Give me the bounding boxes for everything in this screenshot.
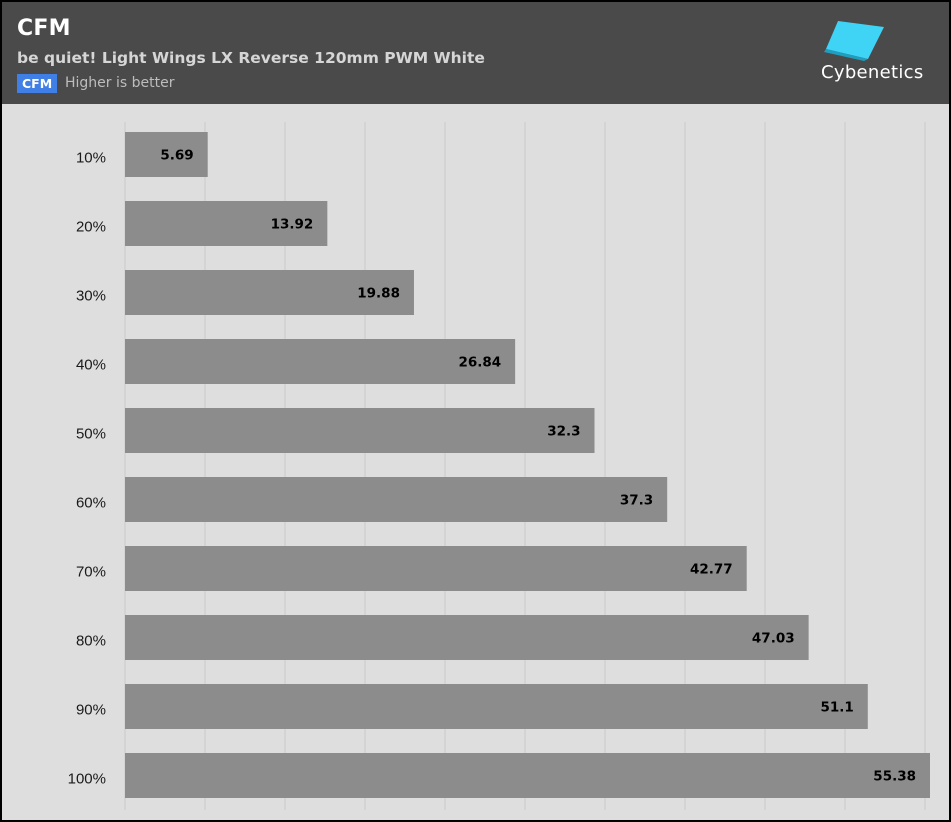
bar-40pct [125, 339, 516, 384]
bar-chart: 10% 5.69 20% 13.92 30% 19.88 40% 26.84 50% 32.3 60… [68, 122, 930, 810]
bar-100pct [125, 753, 930, 798]
bar-30pct [125, 270, 414, 315]
value-label: 19.88 [357, 286, 400, 302]
category-label: 70% [76, 564, 106, 581]
value-label: 32.3 [547, 424, 580, 440]
category-label: 40% [76, 357, 106, 374]
bar-60pct [125, 477, 668, 522]
category-label: 100% [68, 771, 106, 788]
category-label: 30% [76, 288, 106, 305]
value-label: 37.3 [620, 493, 653, 509]
value-label: 5.69 [160, 148, 193, 164]
bar-50pct [125, 408, 595, 453]
value-label: 13.92 [271, 217, 314, 233]
category-label: 10% [76, 150, 106, 167]
category-label: 50% [76, 426, 106, 443]
category-label: 20% [76, 219, 106, 236]
value-label: 47.03 [752, 631, 795, 647]
value-label: 51.1 [820, 700, 853, 716]
category-label: 60% [76, 495, 106, 512]
chart-title: CFM [17, 16, 71, 41]
chart-subtitle: be quiet! Light Wings LX Reverse 120mm P… [17, 49, 485, 67]
cybenetics-logo-text: Cybenetics [821, 62, 924, 83]
bar-80pct [125, 615, 809, 660]
bar-10pct [125, 132, 208, 177]
metric-badge: CFM [17, 74, 58, 93]
category-label: 90% [76, 702, 106, 719]
bar-70pct [125, 546, 747, 591]
category-label: 80% [76, 633, 106, 650]
chart-header: CFM be quiet! Light Wings LX Reverse 120… [2, 2, 949, 104]
bar-90pct [125, 684, 868, 729]
value-label: 55.38 [873, 769, 916, 785]
value-label: 26.84 [458, 355, 501, 371]
value-label: 42.77 [690, 562, 733, 578]
higher-is-better-note: Higher is better [65, 75, 175, 91]
cybenetics-logo-icon [824, 21, 884, 61]
bar-20pct [125, 201, 328, 246]
